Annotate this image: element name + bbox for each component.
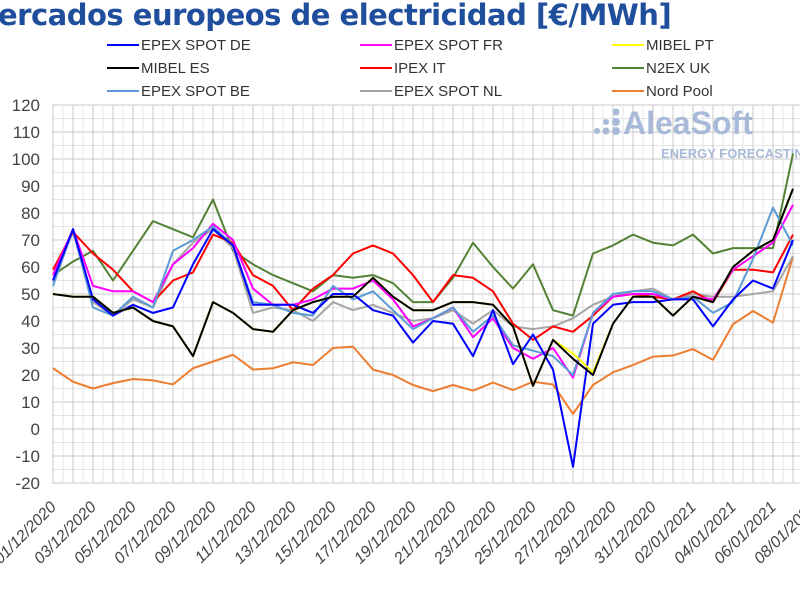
legend-label: IPEX IT (394, 60, 446, 77)
y-tick-label: -10 (15, 447, 40, 466)
y-tick-label: 10 (21, 393, 40, 412)
legend-label: Nord Pool (646, 83, 713, 100)
y-tick-label: 120 (12, 96, 40, 115)
legend-item: MIBEL PT (612, 37, 714, 54)
y-tick-label: 70 (21, 231, 40, 250)
legend-item: EPEX SPOT BE (107, 83, 250, 100)
series-line-mibel-es (52, 188, 794, 387)
y-tick-label: 100 (12, 150, 40, 169)
y-tick-label: 40 (21, 312, 40, 331)
y-tick-label: 0 (31, 420, 40, 439)
x-axis-ticks: 01/12/202003/12/202005/12/202007/12/2020… (0, 499, 800, 568)
legend-item: EPEX SPOT DE (107, 37, 251, 54)
y-tick-label: 110 (13, 123, 40, 142)
legend-item: IPEX IT (360, 60, 446, 77)
y-tick-label: 30 (21, 339, 40, 358)
y-tick-label: 90 (21, 177, 40, 196)
watermark-brand: AleaSoft (623, 105, 753, 141)
y-tick-label: 80 (21, 204, 40, 223)
y-tick-label: 60 (21, 258, 40, 277)
legend-label: EPEX SPOT NL (394, 83, 502, 100)
legend-item: Nord Pool (612, 83, 713, 100)
gridlines (52, 104, 800, 484)
series-line-epex-spot-be (52, 206, 794, 376)
legend-label: EPEX SPOT FR (394, 37, 503, 54)
watermark-dots-icon (594, 108, 620, 135)
legend-item: EPEX SPOT FR (360, 37, 503, 54)
legend-label: EPEX SPOT DE (141, 37, 251, 54)
legend-label: EPEX SPOT BE (141, 83, 250, 100)
y-tick-label: -20 (15, 474, 40, 493)
watermark-tagline: ENERGY FORECASTING (661, 146, 800, 161)
legend-item: EPEX SPOT NL (360, 83, 502, 100)
legend-item: MIBEL ES (107, 60, 210, 77)
legend-item: N2EX UK (612, 60, 710, 77)
series-line-epex-spot-de (52, 228, 794, 468)
y-tick-label: 50 (21, 285, 40, 304)
legend-label: N2EX UK (646, 60, 710, 77)
legend-label: MIBEL PT (646, 37, 714, 54)
y-tick-label: 20 (21, 366, 40, 385)
series-line-nord-pool (52, 256, 794, 415)
legend: EPEX SPOT DE EPEX SPOT FR MIBEL PT MIBEL ES… (107, 37, 714, 100)
legend-label: MIBEL ES (141, 60, 210, 77)
series-lines (52, 153, 794, 468)
chart-title: ercados europeos de electricidad [€/MWh] (0, 0, 672, 32)
series-line-n2ex-uk (52, 153, 794, 317)
aleasoft-watermark-logo: AleaSoft ENERGY FORECASTING (594, 105, 800, 161)
